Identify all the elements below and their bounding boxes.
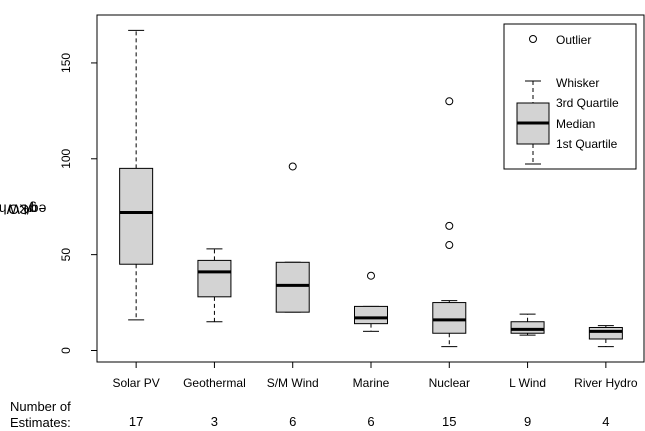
estimates-footer-label: Number of Estimates: [10, 399, 71, 430]
iqr-box [354, 305, 388, 325]
iqr-box [119, 167, 154, 265]
x-tick-label: L Wind [509, 376, 546, 390]
y-tick-label: 50 [59, 248, 73, 262]
estimate-count: 4 [602, 414, 610, 429]
legend-outlier-symbol [529, 35, 537, 43]
estimate-count: 9 [523, 414, 532, 429]
estimate-count: 3 [210, 414, 219, 429]
legend-q3-label: 3rd Quartile [556, 96, 619, 110]
y-tick-label: 0 [59, 347, 73, 354]
outlier-point [367, 271, 375, 280]
legend-outlier-label: Outlier [556, 33, 591, 47]
x-tick-label: S/M Wind [267, 376, 319, 390]
outlier-point [288, 162, 297, 171]
outlier-point [445, 241, 454, 250]
y-axis-label: gCO 2 eq/kWh [0, 202, 47, 219]
iqr-box [432, 302, 467, 334]
outlier-point [445, 221, 454, 230]
x-tick-label: Marine [353, 376, 390, 390]
iqr-box [275, 261, 310, 313]
iqr-box [197, 259, 232, 298]
estimate-count: 6 [289, 414, 297, 429]
y-tick-label: 150 [59, 53, 73, 73]
estimate-count: 15 [442, 414, 457, 429]
x-tick-label: Geothermal [183, 376, 246, 390]
outlier-point [445, 97, 454, 106]
x-tick-label: River Hydro [574, 376, 638, 390]
estimate-count: 6 [367, 414, 375, 429]
estimate-count: 17 [128, 414, 144, 429]
legend-median-label: Median [556, 117, 595, 131]
box-plot: 0 50 100 150 Solar PV Geothermal S/M Wind Marin… [59, 14, 645, 390]
y-tick-label: 100 [59, 148, 73, 168]
legend-whisker-label: Whisker [556, 76, 599, 90]
iqr-box [510, 321, 545, 334]
x-tick-label: Solar PV [112, 376, 159, 390]
legend-box [503, 23, 637, 170]
legend-q1-label: 1st Quartile [556, 137, 618, 151]
x-tick-label: Nuclear [429, 376, 470, 390]
iqr-box [588, 326, 623, 340]
